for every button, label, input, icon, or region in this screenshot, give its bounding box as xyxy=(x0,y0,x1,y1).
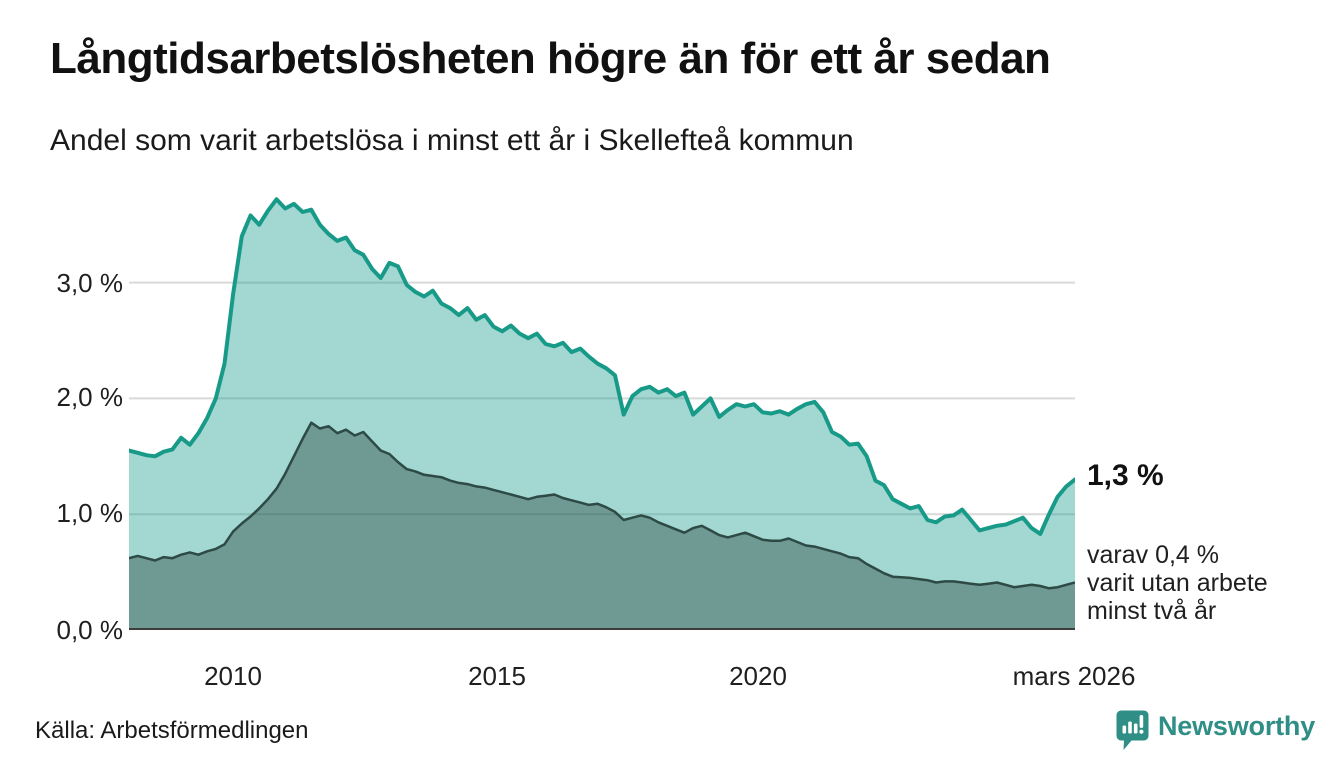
latest-total-value-label: 1,3 % xyxy=(1087,459,1164,492)
y-axis-tick-3pct: 3,0 % xyxy=(56,268,124,298)
annotation-line-1: varav 0,4 % xyxy=(1087,541,1220,569)
x-axis-tick-2010: 2010 xyxy=(204,661,262,691)
page-title: Långtidsarbetslösheten högre än för ett … xyxy=(50,34,1051,83)
newsworthy-logo: Newsworthy xyxy=(1116,710,1315,751)
latest-two-year-annotation: varav 0,4 % varit utan arbete minst två … xyxy=(1087,541,1268,625)
annotation-line-2: varit utan arbete xyxy=(1087,569,1268,597)
x-axis-tick-2015: 2015 xyxy=(468,661,526,691)
area-chart-plot xyxy=(129,197,1075,631)
annotation-line-3: minst två år xyxy=(1087,597,1217,625)
chart-subtitle: Andel som varit arbetslösa i minst ett å… xyxy=(50,124,854,157)
y-axis-tick-2pct: 2,0 % xyxy=(56,382,124,412)
y-axis-tick-1pct: 1,0 % xyxy=(56,498,124,528)
newsworthy-bubble-chart-icon xyxy=(1116,710,1149,750)
x-axis-tick-2020: 2020 xyxy=(729,661,787,691)
y-axis-tick-0pct: 0,0 % xyxy=(56,615,124,645)
x-axis-tick-mars-2026: mars 2026 xyxy=(1012,661,1136,691)
newsworthy-wordmark: Newsworthy xyxy=(1158,711,1316,741)
source-note: Källa: Arbetsförmedlingen xyxy=(35,717,309,744)
